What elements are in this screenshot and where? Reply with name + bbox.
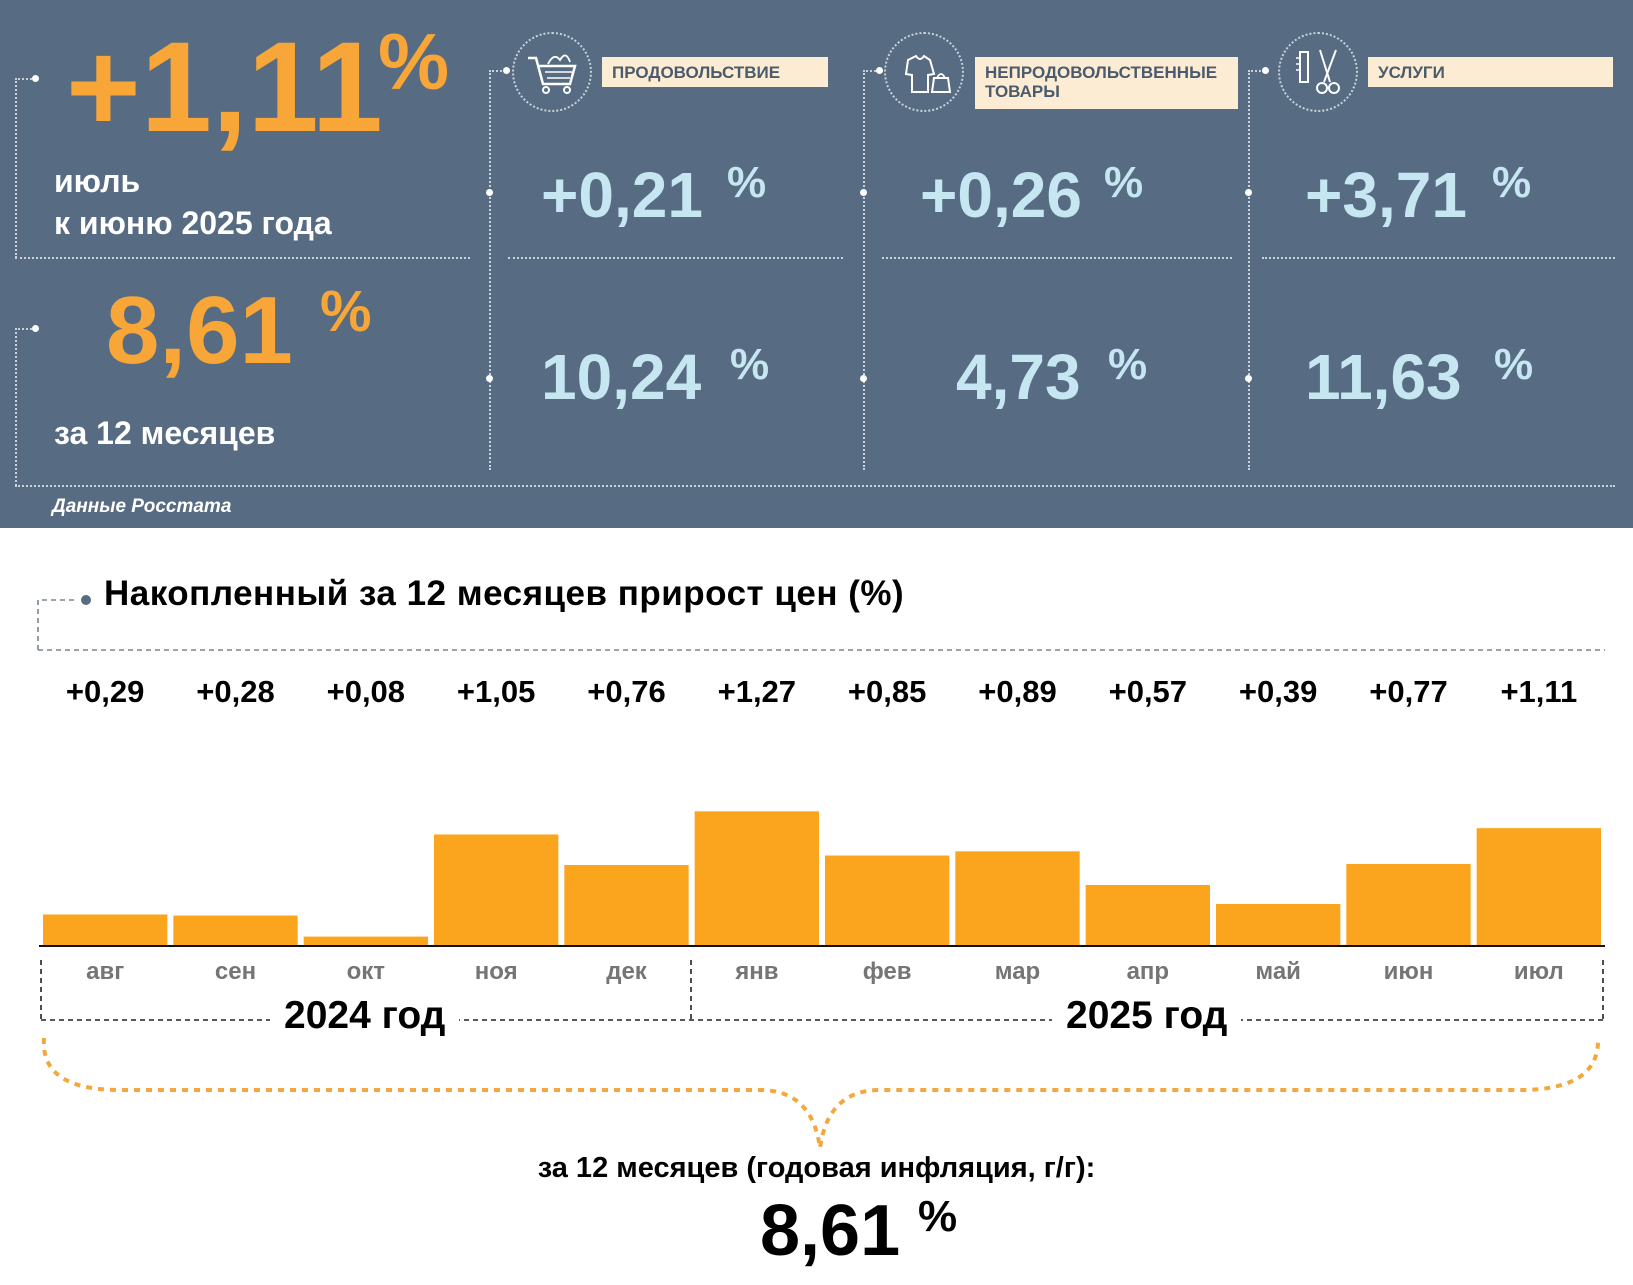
marker-dot <box>32 325 39 332</box>
summary-panel: +1,11 % июль к июню 2025 года 8,61 % за … <box>0 0 1633 528</box>
value-label: +0,57 <box>1108 674 1188 709</box>
bar-июн <box>1346 863 1471 945</box>
bar-сен <box>173 915 298 945</box>
marker-dot <box>32 75 39 82</box>
month-label: янв <box>735 958 779 985</box>
category-monthly-value: +0,21 <box>541 159 703 231</box>
category-monthly-unit: % <box>1492 158 1532 207</box>
value-label: +0,28 <box>196 674 275 709</box>
category-annual-value: 4,73 <box>956 341 1081 413</box>
bar-апр <box>1085 885 1210 945</box>
bottom-divider-line <box>15 485 1615 487</box>
category-monthly-unit: % <box>727 158 767 207</box>
month-label: дек <box>606 958 647 985</box>
value-label: +1,05 <box>456 674 536 709</box>
monthly-inflation-value: +1,11 <box>66 16 383 159</box>
category-monthly-unit: % <box>1104 158 1144 207</box>
divider-line <box>15 257 470 259</box>
month-label: авг <box>86 958 125 985</box>
category-label: НЕПРОДОВОЛЬСТВЕННЫЕ ТОВАРЫ <box>975 57 1238 109</box>
category-monthly-value: +3,71 <box>1305 159 1467 231</box>
annual-unit: % <box>918 1192 958 1241</box>
category-annual-unit: % <box>1108 340 1148 389</box>
annual-caption: за 12 месяцев (годовая инфляция, г/г): <box>537 1152 1096 1184</box>
month-label: апр <box>1126 958 1170 985</box>
clothes-icon <box>884 32 964 112</box>
divider-line <box>508 257 843 259</box>
bar-авг <box>43 914 168 945</box>
column-line <box>489 70 491 470</box>
month-label: июн <box>1383 958 1434 985</box>
annual-period-label: за 12 месяцев <box>54 415 276 451</box>
frame-line <box>15 78 17 258</box>
source-note: Данные Росстата <box>52 496 232 517</box>
year-label-2024: 2024 год <box>270 994 460 1038</box>
marker-dot <box>876 67 883 74</box>
bar-июл <box>1476 828 1601 945</box>
value-label: +0,29 <box>65 674 145 709</box>
column-line <box>489 70 509 72</box>
frame-line <box>15 328 17 486</box>
divider-line <box>1262 257 1615 259</box>
category-label: УСЛУГИ <box>1368 57 1613 87</box>
annual-inflation-unit: % <box>320 279 372 344</box>
bar-янв <box>694 811 819 945</box>
divider-line <box>882 257 1232 259</box>
marker-dot <box>486 375 493 382</box>
marker-dot <box>1245 375 1252 382</box>
value-label: +0,89 <box>978 674 1057 709</box>
month-label: мар <box>994 958 1041 985</box>
value-label: +0,08 <box>326 674 406 709</box>
category-annual-value: 11,63 <box>1305 341 1462 413</box>
monthly-inflation-unit: % <box>378 17 450 106</box>
annual-inflation-value: 8,61 <box>106 277 293 384</box>
frame-line <box>15 328 35 330</box>
column-line <box>1248 70 1268 72</box>
month-label: ноя <box>474 958 518 985</box>
bar-мар <box>955 851 1080 945</box>
month-label: сен <box>214 958 257 985</box>
value-label: +0,85 <box>847 674 927 709</box>
value-label: +1,27 <box>717 674 797 709</box>
marker-dot <box>860 189 867 196</box>
bar-май <box>1216 903 1341 945</box>
month-label: май <box>1255 958 1301 985</box>
shopping-cart-icon <box>512 32 592 112</box>
value-label: +0,39 <box>1238 674 1318 709</box>
category-monthly-value: +0,26 <box>920 159 1082 231</box>
bar-ноя <box>434 834 559 945</box>
column-line <box>1248 70 1250 470</box>
marker-dot <box>1262 67 1269 74</box>
frame-line <box>15 78 35 80</box>
marker-dot <box>1245 189 1252 196</box>
monthly-period-line2: к июню 2025 года <box>54 205 332 241</box>
column-line <box>863 70 883 72</box>
month-label: окт <box>346 958 386 985</box>
category-annual-unit: % <box>730 340 770 389</box>
year-label-2025: 2025 год <box>1052 994 1242 1038</box>
month-label: июл <box>1513 958 1564 985</box>
category-label: ПРОДОВОЛЬСТВИЕ <box>602 57 828 87</box>
category-annual-unit: % <box>1494 340 1534 389</box>
monthly-period-line1: июль <box>54 163 141 199</box>
bar-дек <box>564 865 689 945</box>
chart-title: Накопленный за 12 месяцев прирост цен (%… <box>104 574 905 613</box>
marker-dot <box>486 189 493 196</box>
scissors-comb-icon <box>1278 32 1358 112</box>
bar-окт <box>303 936 428 945</box>
value-label: +0,77 <box>1369 674 1448 709</box>
bar-фев <box>825 855 950 945</box>
month-label: фев <box>862 958 912 985</box>
value-label: +1,11 <box>1500 674 1578 709</box>
category-annual-value: 10,24 <box>541 341 702 413</box>
column-line <box>863 70 865 470</box>
marker-dot <box>860 375 867 382</box>
value-label: +0,76 <box>587 674 666 709</box>
annual-value: 8,61 <box>760 1191 901 1271</box>
marker-dot <box>503 67 510 74</box>
